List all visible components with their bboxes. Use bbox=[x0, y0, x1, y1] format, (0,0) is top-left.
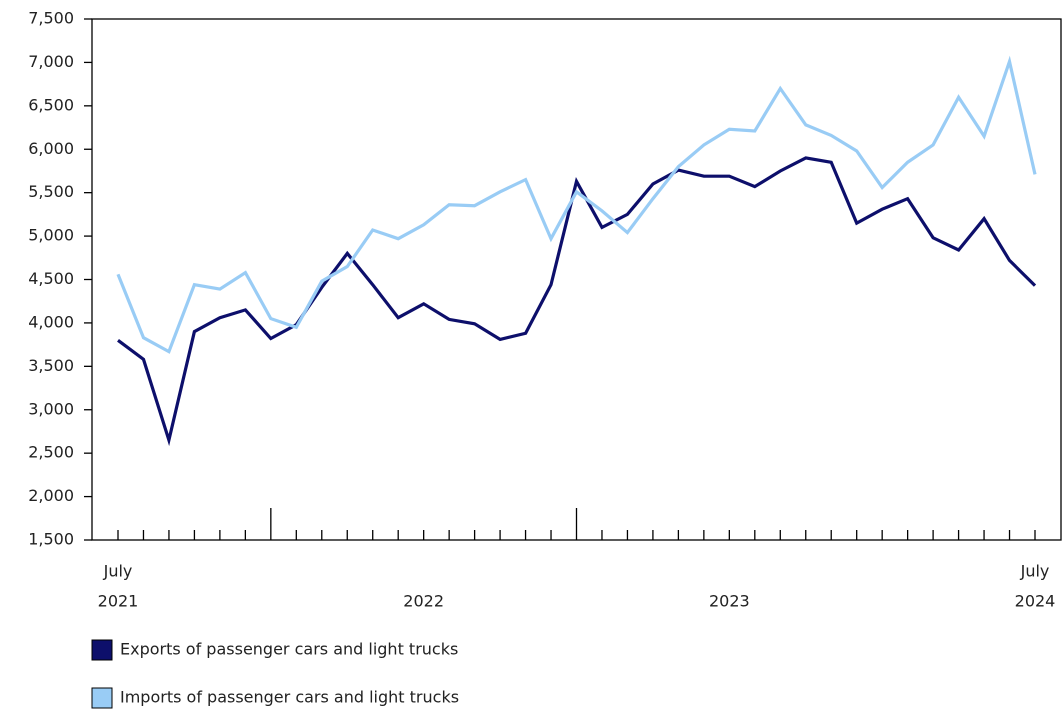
x-tick-label: July bbox=[1020, 562, 1050, 581]
x-year-label: 2022 bbox=[403, 592, 444, 611]
series-line bbox=[117, 156, 1037, 447]
y-tick-label: 2,500 bbox=[28, 443, 74, 462]
y-tick-label: 2,000 bbox=[28, 486, 74, 505]
x-year-label: 2024 bbox=[1015, 592, 1056, 611]
y-tick-label: 5,500 bbox=[28, 182, 74, 201]
y-tick-label: 7,000 bbox=[28, 52, 74, 71]
y-tick-label: 7,500 bbox=[28, 9, 74, 28]
x-tick-label: July bbox=[103, 562, 133, 581]
series-line bbox=[116, 55, 1037, 354]
legend-swatch bbox=[91, 687, 113, 709]
y-tick-label: 6,500 bbox=[28, 95, 74, 114]
x-year-label: 2023 bbox=[709, 592, 750, 611]
y-tick-label: 6,000 bbox=[28, 139, 74, 158]
y-tick-label: 1,500 bbox=[28, 530, 74, 549]
y-tick-label: 4,500 bbox=[28, 269, 74, 288]
y-tick-label: 3,500 bbox=[28, 356, 74, 375]
y-tick-label: 4,000 bbox=[28, 312, 74, 331]
legend-swatch bbox=[91, 639, 113, 661]
legend-label: Imports of passenger cars and light truc… bbox=[120, 688, 459, 707]
y-tick-label: 3,000 bbox=[28, 399, 74, 418]
y-tick-label: 5,000 bbox=[28, 226, 74, 245]
x-year-label: 2021 bbox=[98, 592, 139, 611]
legend-label: Exports of passenger cars and light truc… bbox=[120, 640, 458, 659]
